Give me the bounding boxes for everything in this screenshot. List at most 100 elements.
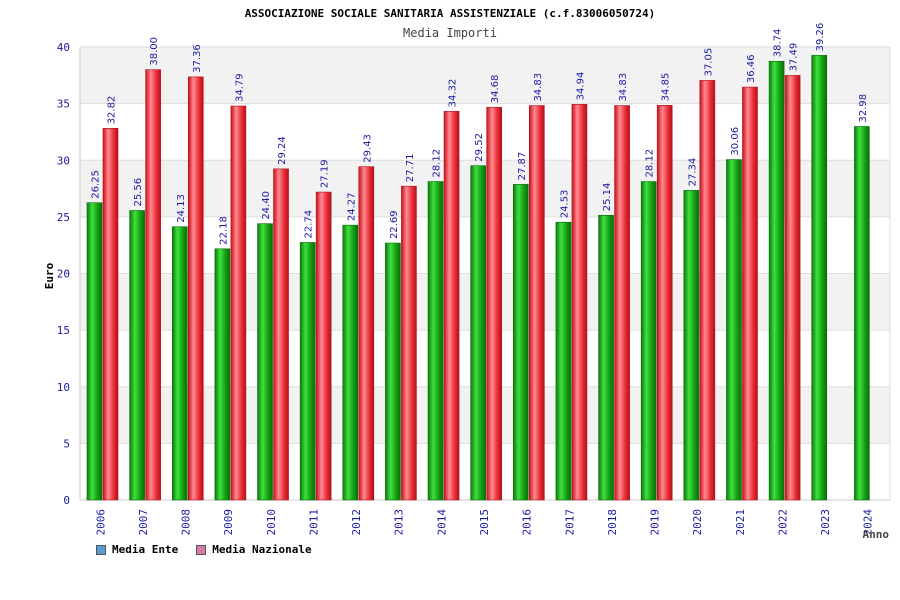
bar-media-ente [427,181,444,501]
bar-media-nazionale [273,168,289,501]
data-label: 34.32 [448,79,459,108]
bar-media-nazionale [529,105,545,501]
data-label: 27.71 [405,154,416,183]
data-label: 28.12 [432,149,443,178]
x-axis-label: Anno [863,528,890,541]
y-axis-label: Euro [43,262,56,289]
legend-item-ente: Media Ente [96,543,178,556]
data-label: 28.12 [645,149,656,178]
data-label: 25.14 [602,183,613,212]
bar-media-ente [513,184,529,501]
data-label: 34.94 [575,72,586,101]
bar-media-ente [854,126,870,501]
legend-label-ente: Media Ente [112,543,179,556]
bar-media-ente [299,242,316,501]
y-tick-label: 5 [63,437,70,450]
data-label: 36.46 [746,54,757,83]
bar-media-nazionale [315,191,332,501]
data-label: 22.74 [304,210,315,239]
data-label: 34.83 [618,73,629,102]
data-label: 38.00 [149,37,160,66]
x-tick-label: 2007 [137,509,150,536]
legend: Media Ente Media Nazionale [96,543,312,556]
chart-title: ASSOCIAZIONE SOCIALE SANITARIA ASSISTENZ… [245,7,656,20]
bar-media-ente [683,190,700,501]
x-tick-label: 2019 [649,509,662,536]
legend-swatch-ente [96,544,106,555]
chart-subtitle: Media Importi [403,26,497,40]
y-axis-ticks: 0 5 10 15 20 25 30 35 40 [57,41,70,507]
data-label: 22.18 [218,216,229,245]
data-label: 29.52 [474,133,485,162]
legend-item-nazionale: Media Nazionale [196,543,312,556]
x-axis-ticks: 2006 2007 2008 2009 2010 2011 2012 2013 2014 2015… [94,509,874,536]
data-label: 26.25 [91,170,102,199]
bar-media-ente [726,159,742,501]
x-tick-label: 2006 [94,509,107,536]
legend-swatch-nazionale [196,544,207,555]
data-label: 25.56 [133,178,144,207]
bar-media-nazionale [742,86,758,501]
bar-media-ente [86,202,103,501]
x-tick-label: 2018 [606,509,619,536]
y-tick-label: 20 [57,268,70,281]
bar-media-ente [257,223,273,501]
bars-group [86,55,870,501]
bar-media-nazionale [443,111,460,501]
y-tick-label: 30 [57,154,70,167]
y-tick-label: 40 [57,41,70,54]
x-tick-label: 2021 [734,509,747,536]
x-tick-label: 2022 [776,509,789,536]
bar-media-ente [811,55,828,501]
bar-media-nazionale [358,166,375,501]
data-label: 34.83 [533,73,544,102]
bar-media-ente [342,224,359,501]
data-label: 29.24 [277,136,288,165]
x-tick-label: 2010 [265,509,278,536]
y-tick-label: 15 [57,324,70,337]
data-label: 29.43 [362,134,373,163]
bar-media-nazionale [230,105,247,501]
data-label: 24.27 [346,193,357,222]
data-label: 27.34 [687,158,698,187]
x-tick-label: 2015 [478,509,491,536]
data-label: 24.40 [261,191,272,220]
x-tick-label: 2013 [393,509,406,536]
bar-media-nazionale [784,75,801,501]
bar-media-ente [768,60,785,501]
bar-media-nazionale [145,69,161,501]
bar-media-nazionale [486,106,502,501]
bar-media-ente [385,242,401,501]
bar-media-ente [598,214,614,501]
data-label: 30.06 [730,127,741,156]
y-tick-label: 0 [63,494,70,507]
data-label: 24.53 [559,190,570,219]
value-labels: 26.25 32.82 25.56 38.00 24.13 37.36 22.18 34.79… [91,23,869,245]
y-tick-label: 35 [57,98,70,111]
x-tick-label: 2008 [180,509,193,536]
x-tick-label: 2009 [222,509,235,536]
bar-media-nazionale [614,105,630,501]
bar-media-ente [171,226,188,501]
bar-media-nazionale [571,104,588,501]
data-label: 37.49 [789,43,800,72]
bar-media-ente [555,221,572,501]
data-label: 37.36 [192,44,203,73]
bar-media-nazionale [699,80,716,501]
bar-media-ente [640,181,657,501]
data-label: 27.87 [517,152,528,181]
y-tick-label: 25 [57,211,70,224]
x-tick-label: 2012 [350,509,363,536]
x-tick-label: 2016 [521,509,534,536]
x-tick-label: 2023 [819,509,832,536]
data-label: 27.19 [320,159,331,188]
x-tick-label: 2020 [691,509,704,536]
y-tick-label: 10 [57,381,70,394]
x-tick-label: 2017 [563,509,576,536]
data-label: 32.82 [107,96,118,125]
data-label: 34.68 [490,75,501,104]
bar-media-ente [214,248,231,501]
data-label: 38.74 [773,29,784,58]
data-label: 24.13 [176,194,187,223]
